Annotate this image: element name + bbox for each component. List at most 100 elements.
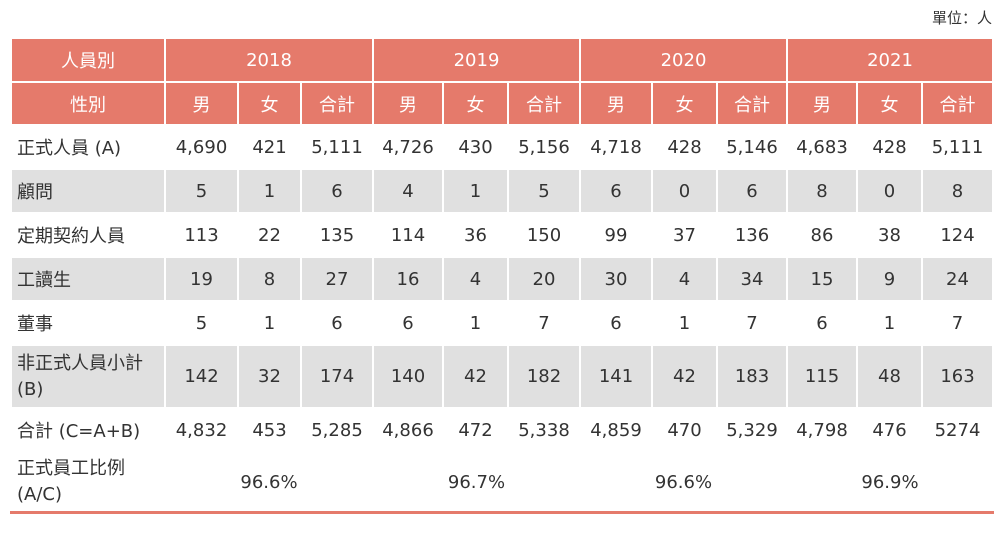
table-cell: 48 xyxy=(856,344,923,409)
total-header: 合計 xyxy=(716,81,788,126)
table-cell: 430 xyxy=(442,124,509,170)
table-cell: 6 xyxy=(300,168,374,214)
ratio-value: 96.9% xyxy=(786,451,994,514)
table-cell: 453 xyxy=(237,407,302,453)
female-header: 女 xyxy=(651,81,718,126)
unit-label: 單位：人 xyxy=(931,9,992,27)
year-header: 2021 xyxy=(786,37,994,83)
table-cell: 7 xyxy=(507,300,581,346)
gender-header-row: 性別 男 女 合計 男 女 合計 男 女 合計 男 女 合計 xyxy=(10,81,994,126)
table-cell: 115 xyxy=(786,344,858,409)
table-cell: 86 xyxy=(786,212,858,258)
table-cell: 113 xyxy=(164,212,239,258)
table-cell: 5,156 xyxy=(507,124,581,170)
table-cell: 15 xyxy=(786,256,858,302)
table-cell: 30 xyxy=(579,256,653,302)
table-cell: 5,111 xyxy=(300,124,374,170)
table-cell: 24 xyxy=(921,256,994,302)
table-cell: 6 xyxy=(300,300,374,346)
table-cell: 140 xyxy=(372,344,444,409)
table-cell: 8 xyxy=(786,168,858,214)
table-cell: 4,832 xyxy=(164,407,239,453)
table-cell: 142 xyxy=(164,344,239,409)
table-cell: 34 xyxy=(716,256,788,302)
table-cell: 114 xyxy=(372,212,444,258)
total-header: 合計 xyxy=(300,81,374,126)
table-cell: 476 xyxy=(856,407,923,453)
table-cell: 5,146 xyxy=(716,124,788,170)
table-row: 定期契約人員 113 22 135 114 36 150 99 37 136 86 38 124 xyxy=(10,212,994,258)
table-cell: 174 xyxy=(300,344,374,409)
table-cell: 6 xyxy=(579,300,653,346)
female-header: 女 xyxy=(442,81,509,126)
year-header: 2018 xyxy=(164,37,374,83)
year-header: 2020 xyxy=(579,37,788,83)
table-cell: 182 xyxy=(507,344,581,409)
row-label: 定期契約人員 xyxy=(10,212,166,258)
table-cell: 136 xyxy=(716,212,788,258)
table-cell: 470 xyxy=(651,407,718,453)
table-cell: 5,329 xyxy=(716,407,788,453)
table-cell: 20 xyxy=(507,256,581,302)
table-cell: 4 xyxy=(651,256,718,302)
table-cell: 7 xyxy=(921,300,994,346)
table-cell: 135 xyxy=(300,212,374,258)
table-cell: 4,798 xyxy=(786,407,858,453)
table-cell: 22 xyxy=(237,212,302,258)
table-cell: 4,690 xyxy=(164,124,239,170)
table-cell: 19 xyxy=(164,256,239,302)
table-cell: 1 xyxy=(856,300,923,346)
gender-header: 性別 xyxy=(10,81,166,126)
table-cell: 472 xyxy=(442,407,509,453)
category-header: 人員別 xyxy=(10,37,166,83)
table-cell: 42 xyxy=(442,344,509,409)
table-cell: 141 xyxy=(579,344,653,409)
table-cell: 7 xyxy=(716,300,788,346)
table-cell: 6 xyxy=(786,300,858,346)
table-cell: 8 xyxy=(237,256,302,302)
ratio-row: 正式員工比例(A/C) 96.6% 96.7% 96.6% 96.9% xyxy=(10,451,994,514)
ratio-value: 96.7% xyxy=(372,451,581,514)
table-row: 非正式人員小計(B) 142 32 174 140 42 182 141 42 183 115 48 1… xyxy=(10,344,994,409)
female-header: 女 xyxy=(237,81,302,126)
ratio-label: 正式員工比例(A/C) xyxy=(10,451,166,514)
table-cell: 27 xyxy=(300,256,374,302)
table-cell: 4,726 xyxy=(372,124,444,170)
table-row: 合計 (C=A+B) 4,832 453 5,285 4,866 472 5,338 4,85… xyxy=(10,407,994,453)
table-cell: 42 xyxy=(651,344,718,409)
male-header: 男 xyxy=(372,81,444,126)
table-row: 顧問 5 1 6 4 1 5 6 0 6 8 0 8 xyxy=(10,168,994,214)
table-cell: 9 xyxy=(856,256,923,302)
table-cell: 4 xyxy=(372,168,444,214)
table-cell: 4,859 xyxy=(579,407,653,453)
total-header: 合計 xyxy=(921,81,994,126)
table-cell: 5,285 xyxy=(300,407,374,453)
table-cell: 150 xyxy=(507,212,581,258)
table-cell: 6 xyxy=(372,300,444,346)
table-cell: 183 xyxy=(716,344,788,409)
table-cell: 6 xyxy=(716,168,788,214)
table-cell: 16 xyxy=(372,256,444,302)
row-label: 顧問 xyxy=(10,168,166,214)
table-cell: 5274 xyxy=(921,407,994,453)
table-cell: 0 xyxy=(856,168,923,214)
table-cell: 5,338 xyxy=(507,407,581,453)
table-row: 正式人員 (A) 4,690 421 5,111 4,726 430 5,156 4,718 4… xyxy=(10,124,994,170)
table-cell: 37 xyxy=(651,212,718,258)
table-cell: 1 xyxy=(237,300,302,346)
table-cell: 5,111 xyxy=(921,124,994,170)
table-cell: 0 xyxy=(651,168,718,214)
row-label: 工讀生 xyxy=(10,256,166,302)
table-cell: 4,683 xyxy=(786,124,858,170)
row-label: 非正式人員小計(B) xyxy=(10,344,166,409)
table-cell: 6 xyxy=(579,168,653,214)
table-cell: 8 xyxy=(921,168,994,214)
ratio-value: 96.6% xyxy=(579,451,788,514)
year-header-row: 人員別 2018 2019 2020 2021 xyxy=(10,37,994,83)
table-cell: 428 xyxy=(651,124,718,170)
row-label: 合計 (C=A+B) xyxy=(10,407,166,453)
table-cell: 1 xyxy=(442,300,509,346)
female-header: 女 xyxy=(856,81,923,126)
table-cell: 163 xyxy=(921,344,994,409)
male-header: 男 xyxy=(786,81,858,126)
